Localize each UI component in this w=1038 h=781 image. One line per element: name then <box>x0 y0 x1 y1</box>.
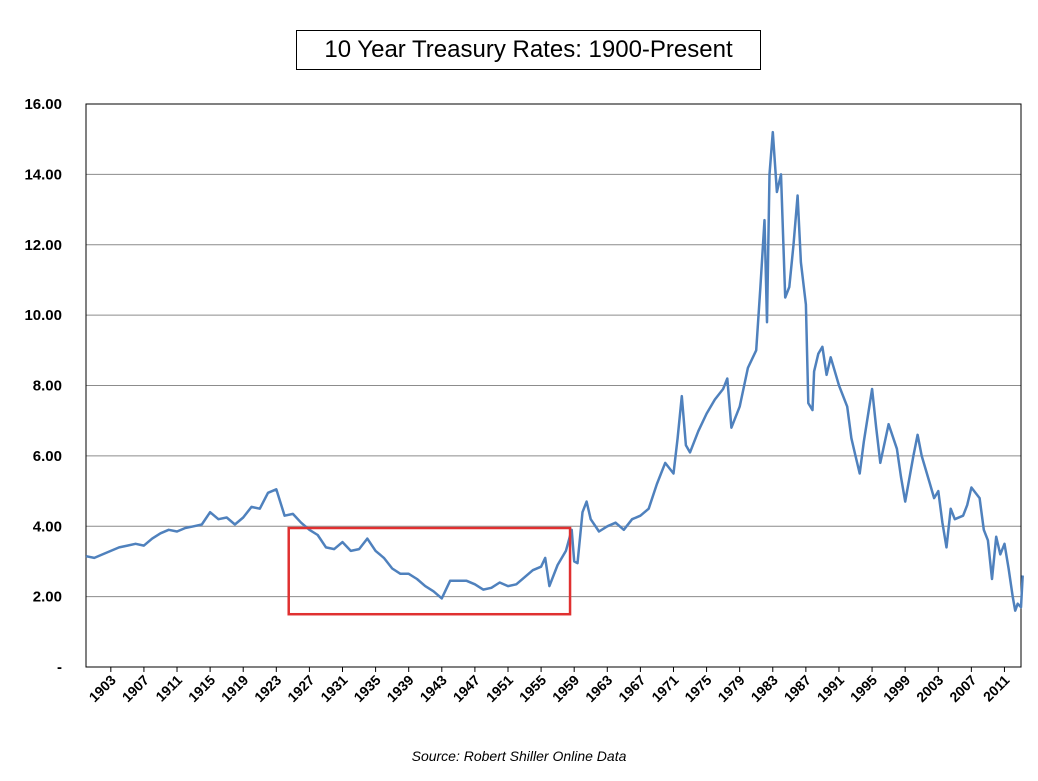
x-tick-label: 1959 <box>549 672 582 705</box>
x-tick-label: 1903 <box>86 672 119 705</box>
y-tick-label: 12.00 <box>24 237 62 254</box>
y-tick-label: 14.00 <box>24 166 62 183</box>
x-tick-label: 2011 <box>980 672 1013 705</box>
x-tick-label: 1995 <box>847 672 880 705</box>
x-tick-label: 1919 <box>218 672 251 705</box>
gridlines <box>86 173 1021 598</box>
x-tick-label: 1923 <box>251 672 284 705</box>
x-tick-label: 1931 <box>317 672 350 705</box>
x-tick-label: 1935 <box>350 672 383 705</box>
x-tick-label: 1951 <box>483 672 516 705</box>
x-tick-label: 1983 <box>748 672 781 705</box>
y-tick-label: 8.00 <box>33 378 62 395</box>
x-tick-label: 1911 <box>152 672 185 705</box>
x-tick-label: 1971 <box>648 672 681 705</box>
source-note: Source: Robert Shiller Online Data <box>411 748 627 764</box>
x-tick-label: 1979 <box>714 672 747 705</box>
treasury-rate-line <box>85 130 1024 612</box>
x-tick-label: 1963 <box>582 672 615 705</box>
x-tick-label: 1955 <box>516 672 549 705</box>
y-tick-label: 6.00 <box>33 448 62 465</box>
x-tick-label: 1967 <box>615 672 648 705</box>
x-tick-label: 1999 <box>880 672 913 705</box>
x-tick-label: 1947 <box>450 672 483 705</box>
plot-frame <box>85 103 1022 668</box>
x-tick-label: 1975 <box>681 672 714 705</box>
x-tick-label: 1987 <box>781 672 814 705</box>
x-tick-label: 1939 <box>383 672 416 705</box>
y-tick-label: 10.00 <box>24 307 62 324</box>
x-tick-label: 2007 <box>946 672 979 705</box>
x-tick-label: 1943 <box>417 672 450 705</box>
x-tick-label: 1991 <box>814 672 847 705</box>
chart-title: 10 Year Treasury Rates: 1900-Present <box>296 30 761 70</box>
x-tick-label: 1915 <box>185 672 218 705</box>
x-tick-label: 1927 <box>284 672 317 705</box>
y-tick-label: 4.00 <box>33 518 62 535</box>
x-tick-label: 1907 <box>119 672 152 705</box>
x-tick-label: 2003 <box>913 672 946 705</box>
x-axis: 1903 1907 1911 1915 1919 1923 1927 1931 1935 1939… <box>86 667 1013 705</box>
y-tick-label: 2.00 <box>33 589 62 606</box>
y-tick-label: 16.00 <box>24 96 62 113</box>
y-axis: - 2.00 4.00 6.00 8.00 10.00 12.00 14.00 16.00 <box>24 96 62 676</box>
highlight-box <box>287 526 572 616</box>
y-tick-label: - <box>57 659 62 676</box>
